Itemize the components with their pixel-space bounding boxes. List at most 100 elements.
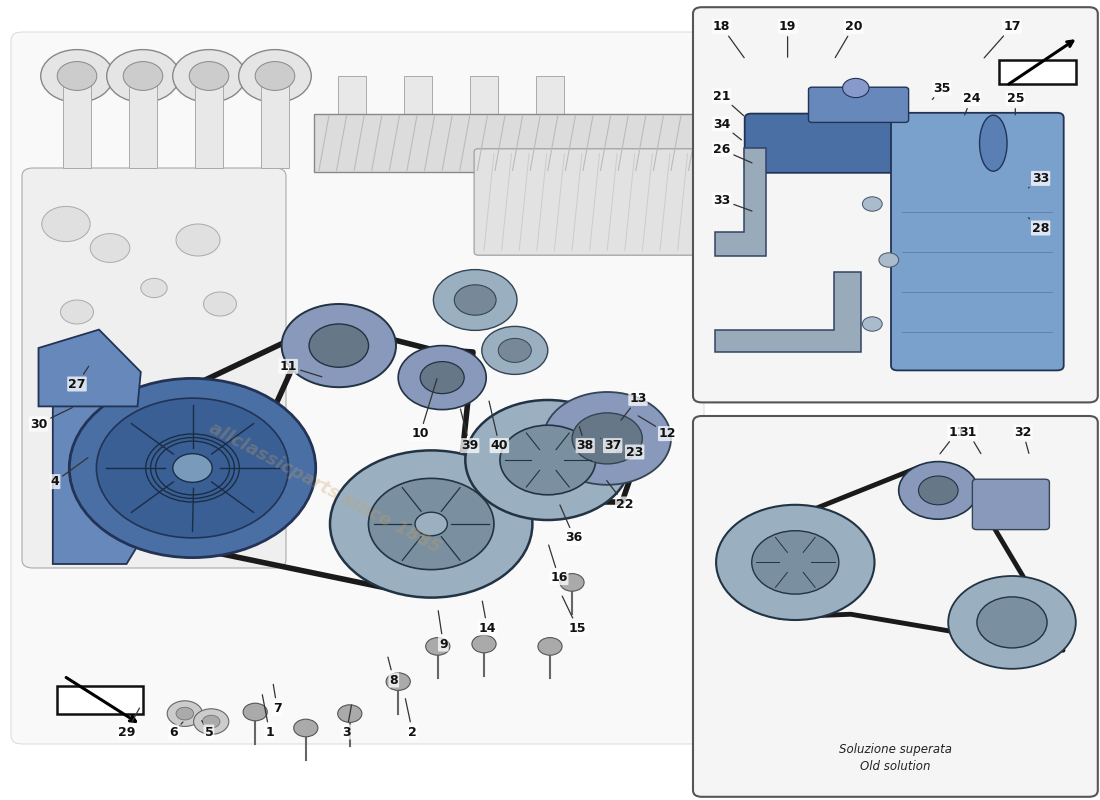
Circle shape	[918, 476, 958, 505]
Text: 5: 5	[201, 721, 213, 738]
Text: 40: 40	[490, 401, 508, 452]
Text: 36: 36	[560, 505, 583, 544]
Circle shape	[499, 426, 596, 494]
Circle shape	[751, 530, 839, 594]
Text: 3: 3	[342, 705, 352, 738]
Circle shape	[977, 597, 1047, 648]
Bar	[195, 76, 223, 168]
Circle shape	[472, 635, 496, 653]
Circle shape	[282, 304, 396, 387]
Circle shape	[204, 292, 236, 316]
Text: 39: 39	[461, 409, 478, 452]
Text: 7: 7	[273, 684, 282, 714]
Text: 33: 33	[1028, 172, 1049, 188]
Text: 37: 37	[601, 438, 621, 452]
Circle shape	[176, 707, 194, 720]
Text: 23: 23	[617, 446, 643, 458]
Circle shape	[426, 638, 450, 655]
Polygon shape	[57, 686, 143, 714]
Text: 9: 9	[438, 610, 448, 650]
Text: 14: 14	[478, 601, 496, 634]
Text: 15: 15	[562, 596, 586, 634]
FancyBboxPatch shape	[745, 114, 989, 173]
Text: 8: 8	[388, 657, 398, 686]
Ellipse shape	[980, 115, 1008, 171]
Bar	[470, 76, 498, 168]
Circle shape	[420, 362, 464, 394]
Text: 27: 27	[68, 366, 89, 390]
Circle shape	[330, 450, 532, 598]
Text: Soluzione superata
Old solution: Soluzione superata Old solution	[839, 742, 952, 773]
FancyBboxPatch shape	[891, 113, 1064, 370]
Text: 2: 2	[406, 698, 417, 738]
Circle shape	[57, 62, 97, 90]
Text: 12: 12	[638, 416, 676, 440]
Circle shape	[843, 78, 869, 98]
Circle shape	[538, 638, 562, 655]
Text: 16: 16	[549, 545, 568, 584]
Circle shape	[123, 62, 163, 90]
Text: 18: 18	[713, 20, 745, 58]
Text: 24: 24	[962, 92, 980, 115]
Text: allclassicparts since 1885: allclassicparts since 1885	[206, 419, 443, 557]
Text: 21: 21	[713, 90, 744, 116]
FancyBboxPatch shape	[474, 149, 697, 255]
Text: 4: 4	[51, 458, 88, 488]
Text: 28: 28	[1028, 218, 1049, 234]
FancyBboxPatch shape	[11, 32, 704, 744]
Bar	[63, 76, 91, 168]
Circle shape	[107, 50, 179, 102]
Circle shape	[482, 326, 548, 374]
Circle shape	[716, 505, 874, 620]
Circle shape	[454, 285, 496, 315]
Circle shape	[176, 224, 220, 256]
Polygon shape	[53, 356, 148, 564]
Circle shape	[173, 454, 212, 482]
Bar	[261, 76, 289, 168]
FancyBboxPatch shape	[693, 7, 1098, 402]
Text: 26: 26	[713, 143, 752, 163]
Circle shape	[69, 378, 316, 558]
Polygon shape	[715, 272, 861, 352]
Circle shape	[862, 197, 882, 211]
Polygon shape	[39, 330, 141, 406]
Circle shape	[386, 673, 410, 690]
Circle shape	[167, 701, 202, 726]
Bar	[338, 76, 366, 168]
Circle shape	[433, 270, 517, 330]
Bar	[404, 76, 432, 168]
Circle shape	[948, 576, 1076, 669]
Text: 10: 10	[411, 378, 437, 440]
Bar	[129, 76, 157, 168]
Text: 22: 22	[607, 481, 634, 510]
Text: 13: 13	[621, 392, 647, 420]
Circle shape	[141, 278, 167, 298]
Circle shape	[498, 338, 531, 362]
Bar	[314, 114, 693, 172]
Text: 32: 32	[1014, 426, 1032, 454]
Circle shape	[97, 398, 288, 538]
Text: 29: 29	[118, 708, 140, 738]
Text: 17: 17	[984, 20, 1021, 58]
Circle shape	[173, 50, 245, 102]
Circle shape	[41, 50, 113, 102]
Circle shape	[879, 253, 899, 267]
Circle shape	[239, 50, 311, 102]
Text: 30: 30	[30, 408, 73, 430]
Text: 20: 20	[835, 20, 862, 58]
Circle shape	[243, 703, 267, 721]
Circle shape	[415, 512, 448, 536]
Circle shape	[189, 62, 229, 90]
Circle shape	[338, 705, 362, 722]
Circle shape	[862, 317, 882, 331]
Text: 35: 35	[933, 82, 950, 99]
Circle shape	[60, 300, 94, 324]
Polygon shape	[999, 60, 1076, 84]
Circle shape	[560, 574, 584, 591]
Circle shape	[194, 709, 229, 734]
Circle shape	[465, 400, 630, 520]
Text: 1: 1	[262, 694, 274, 738]
FancyBboxPatch shape	[693, 416, 1098, 797]
FancyBboxPatch shape	[22, 168, 286, 568]
Bar	[536, 76, 564, 168]
